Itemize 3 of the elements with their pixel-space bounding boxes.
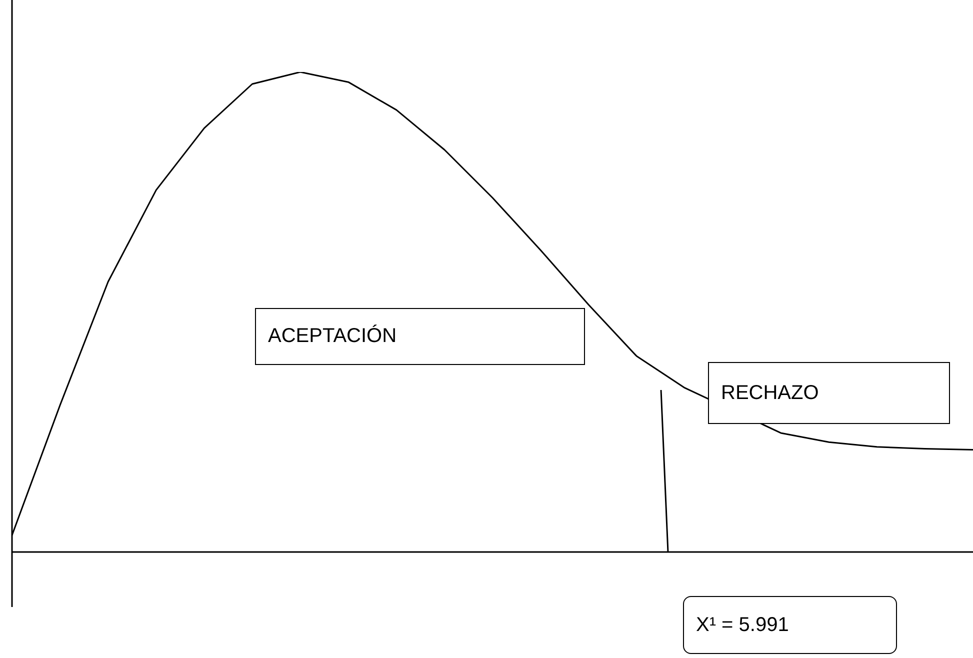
- text-box: RECHAZO: [708, 362, 950, 424]
- text-box: X¹ = 5.991: [683, 596, 897, 654]
- text-box: ACEPTACIÓN: [255, 308, 585, 365]
